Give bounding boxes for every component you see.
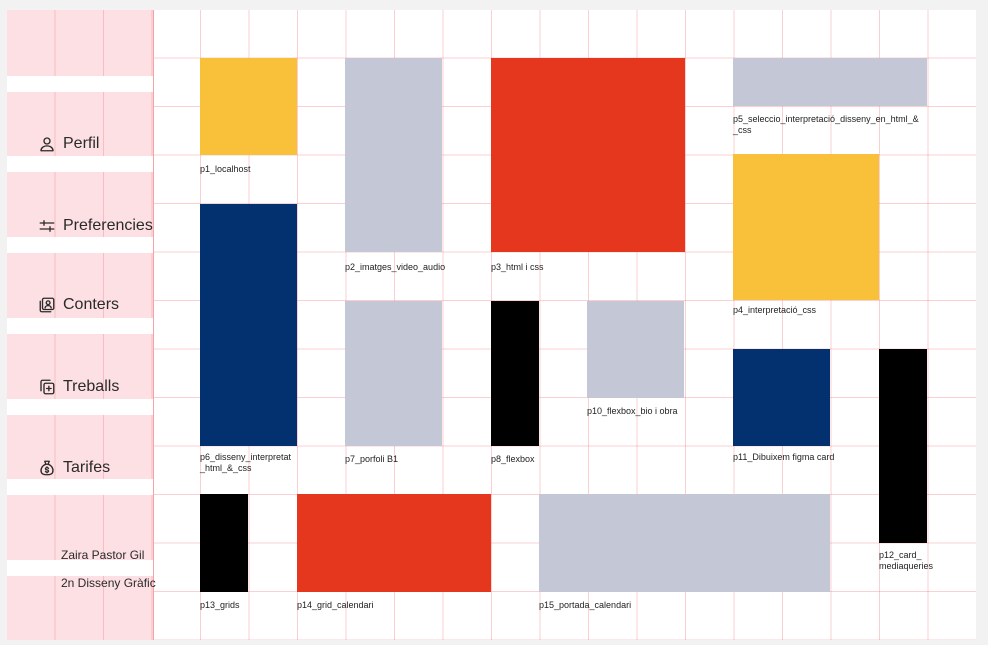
nav-item-label: Treballs (63, 378, 120, 395)
project-label-p11: p11_Dibuixem figma card (733, 452, 835, 462)
project-tile-p10[interactable] (587, 301, 684, 398)
sidebar-divider (7, 399, 153, 415)
sidebar: Perfil Preferencies Conters (7, 10, 156, 640)
project-tile-p1[interactable] (200, 58, 297, 155)
project-tile-p13[interactable] (200, 494, 248, 592)
user-course: 2n Disseny Gràfic (61, 576, 156, 590)
project-tile-p14[interactable] (297, 494, 491, 592)
sliders-icon (37, 216, 57, 236)
sidebar-divider (7, 76, 153, 92)
project-tile-p11[interactable] (733, 349, 830, 446)
sidebar-divider (7, 479, 153, 495)
project-label-p5: p5_seleccio_interpretació_disseny_en_htm… (733, 114, 919, 135)
project-tile-p12[interactable] (879, 349, 927, 543)
project-tile-p7[interactable] (345, 301, 442, 446)
nav-item-treballs[interactable]: Treballs (37, 377, 119, 397)
sidebar-divider (7, 156, 153, 172)
nav-item-label: Preferencies (63, 217, 153, 234)
project-label-p13: p13_grids (200, 600, 240, 610)
project-tile-p15[interactable] (539, 494, 830, 592)
project-label-p8: p8_flexbox (491, 454, 535, 464)
sidebar-divider (7, 560, 153, 576)
project-tile-p5[interactable] (733, 58, 927, 106)
contact-card-icon (37, 295, 57, 315)
user-name: Zaira Pastor Gil (61, 548, 145, 562)
portfolio-canvas: Perfil Preferencies Conters (7, 10, 976, 640)
nav-item-preferencies[interactable]: Preferencies (37, 216, 153, 236)
project-label-p15: p15_portada_calendari (539, 600, 632, 610)
project-label-p3: p3_html i css (491, 262, 544, 272)
user-icon (37, 134, 57, 154)
nav-item-label: Conters (63, 296, 120, 313)
nav-item-perfil[interactable]: Perfil (37, 134, 99, 154)
project-tile-p4[interactable] (733, 154, 879, 300)
project-tile-p8[interactable] (491, 301, 539, 446)
sidebar-divider (7, 318, 153, 334)
project-label-p2: p2_imatges_video_audio (345, 262, 446, 272)
project-label-p1: p1_localhost (200, 164, 251, 174)
project-label-p7: p7_porfoli B1 (345, 454, 399, 464)
project-label-p4: p4_interpretació_css (733, 305, 817, 315)
project-tile-p2[interactable] (345, 58, 442, 252)
nav-item-label: Tarifes (63, 459, 111, 476)
project-label-p12: p12_card_ mediaqueries (879, 550, 934, 571)
copy-plus-icon (37, 377, 57, 397)
project-label-p14: p14_grid_calendari (297, 600, 374, 610)
project-tile-p3[interactable] (491, 58, 685, 252)
project-label-p10: p10_flexbox_bio i obra (587, 406, 678, 416)
nav-item-label: Perfil (63, 135, 100, 152)
nav-item-conters[interactable]: Conters (37, 295, 119, 315)
project-tile-p6[interactable] (200, 204, 297, 446)
sidebar-divider (7, 237, 153, 253)
money-bag-icon (37, 458, 57, 478)
project-label-p6: p6_disseny_interpretat _html_&_css (200, 452, 292, 473)
nav-item-tarifes[interactable]: Tarifes (37, 458, 110, 478)
